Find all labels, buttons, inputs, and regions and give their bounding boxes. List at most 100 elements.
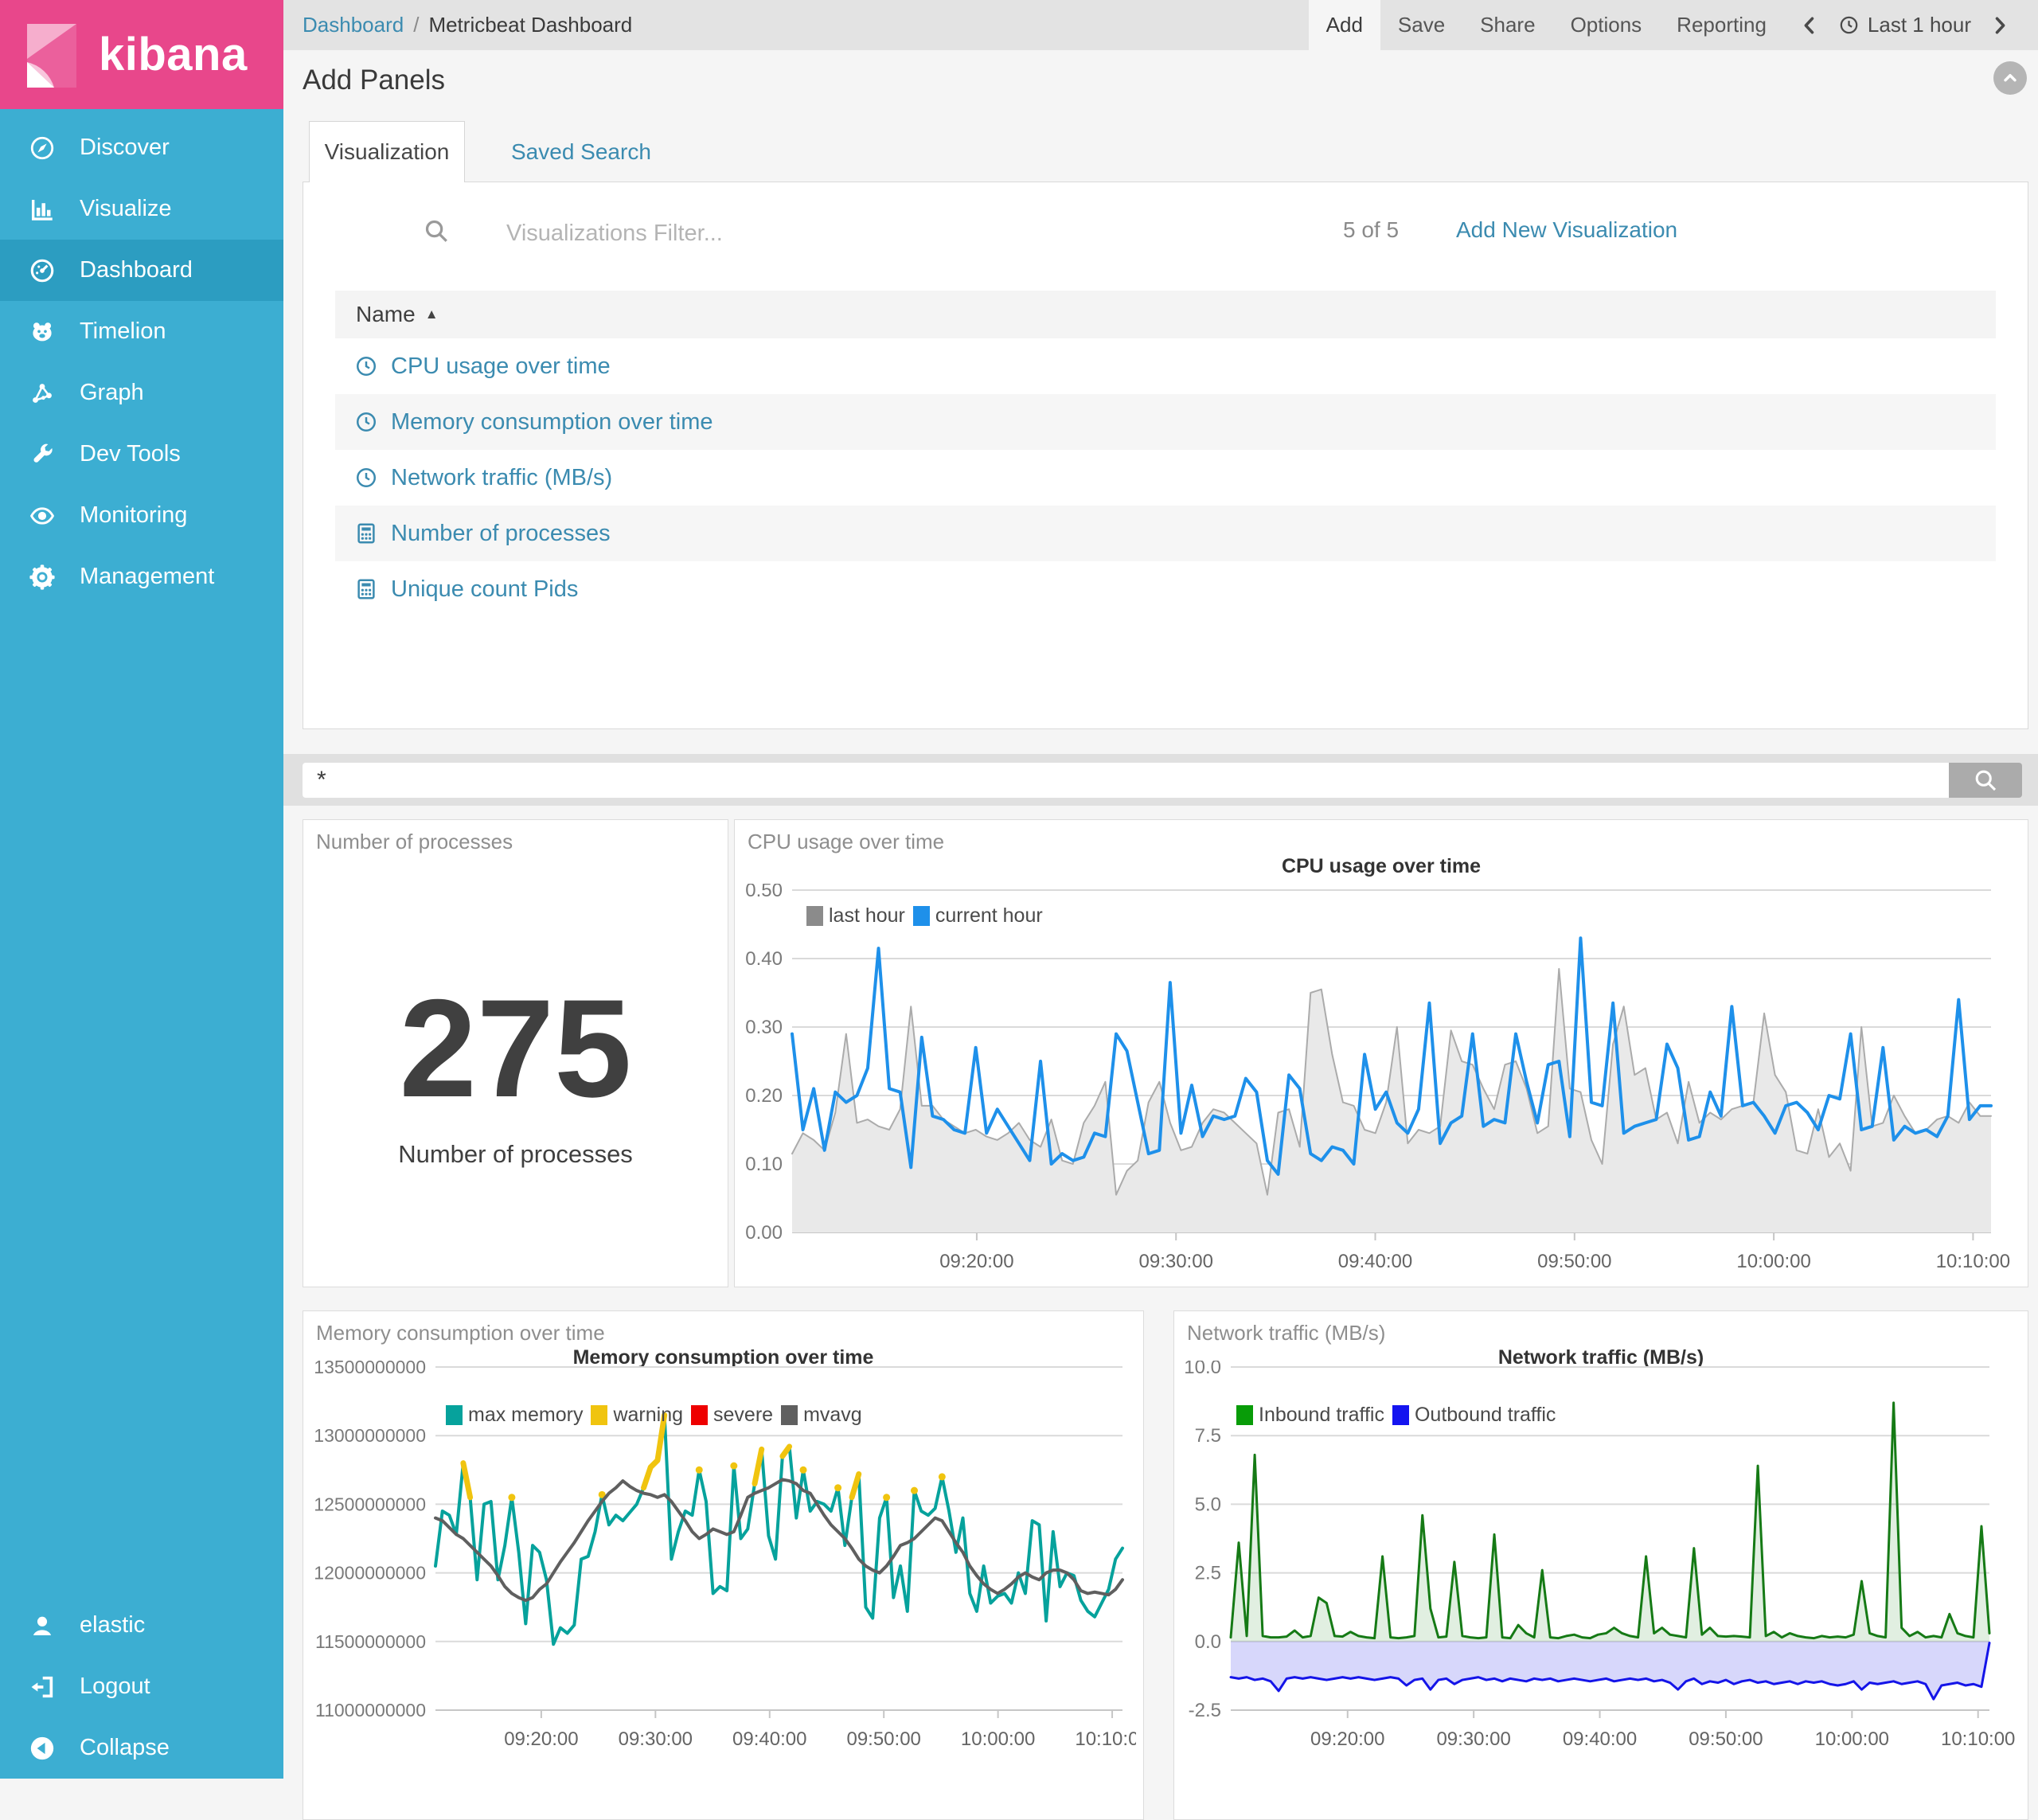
sidebar-item-label: Monitoring — [80, 502, 187, 529]
viz-list-item-label: Memory consumption over time — [391, 409, 713, 435]
svg-text:09:20:00: 09:20:00 — [939, 1251, 1013, 1272]
menu-add-button[interactable]: Add — [1309, 0, 1380, 50]
svg-text:0.40: 0.40 — [745, 948, 783, 970]
svg-text:2.5: 2.5 — [1195, 1563, 1221, 1584]
kibana-brand[interactable]: kibana — [0, 0, 283, 109]
menu-reporting-button[interactable]: Reporting — [1659, 0, 1784, 50]
clock-icon — [354, 410, 378, 434]
tab-visualization[interactable]: Visualization — [309, 121, 465, 182]
table-header-label: Name — [356, 302, 416, 327]
breadcrumb: Dashboard / Metricbeat Dashboard — [303, 13, 632, 37]
svg-text:09:30:00: 09:30:00 — [1139, 1251, 1213, 1272]
sidebar-item-label: Collapse — [80, 1735, 170, 1761]
panel-memory-consumption: Memory consumption over time Memory cons… — [303, 1310, 1144, 1820]
legend-item-max-memory[interactable]: max memory — [446, 1404, 583, 1427]
sidebar-footer-collapse[interactable]: Collapse — [0, 1717, 283, 1779]
legend-swatch — [691, 1405, 708, 1425]
tab-saved-search[interactable]: Saved Search — [492, 121, 670, 182]
legend-item-outbound-traffic[interactable]: Outbound traffic — [1392, 1404, 1556, 1427]
clock-icon — [1838, 14, 1860, 36]
add-new-visualization-link[interactable]: Add New Visualization — [1456, 217, 1677, 243]
svg-text:09:40:00: 09:40:00 — [1338, 1251, 1412, 1272]
panel-title: Memory consumption over time — [316, 1321, 605, 1345]
viz-list-item-label: Number of processes — [391, 521, 611, 547]
query-search-button[interactable] — [1949, 763, 2022, 798]
svg-text:10:10:00: 10:10:00 — [1936, 1251, 2010, 1272]
cpu-legend: last hour current hour — [806, 904, 1051, 928]
legend-item-warning[interactable]: warning — [591, 1404, 683, 1427]
legend-item-mvavg[interactable]: mvavg — [781, 1404, 862, 1427]
svg-text:10.0: 10.0 — [1184, 1361, 1221, 1378]
graph-icon — [29, 380, 56, 407]
sidebar-item-label: Management — [80, 564, 214, 590]
memory-legend: max memory warning severe mvavg — [446, 1404, 870, 1427]
svg-text:12000000000: 12000000000 — [314, 1563, 426, 1584]
time-forward-button[interactable] — [1974, 14, 2025, 37]
metric-value: 275 — [303, 979, 728, 1119]
menu-options-button[interactable]: Options — [1553, 0, 1660, 50]
wrench-icon — [29, 441, 56, 468]
legend-label: current hour — [935, 904, 1043, 928]
sidebar-item-label: elastic — [80, 1612, 145, 1638]
sidebar-footer-logout[interactable]: Logout — [0, 1656, 283, 1717]
gauge-icon — [29, 257, 56, 284]
viz-list-item-number-of-processes[interactable]: Number of processes — [335, 506, 1996, 561]
sidebar-item-visualize[interactable]: Visualize — [0, 178, 283, 240]
legend-swatch — [913, 906, 930, 926]
sidebar-item-management[interactable]: Management — [0, 546, 283, 607]
sidebar-item-monitoring[interactable]: Monitoring — [0, 485, 283, 546]
panel-title: CPU usage over time — [748, 830, 944, 854]
breadcrumb-separator: / — [413, 13, 419, 37]
sidebar-item-label: Dev Tools — [80, 441, 181, 467]
legend-item-inbound-traffic[interactable]: Inbound traffic — [1236, 1404, 1384, 1427]
sidebar-footer-elastic[interactable]: elastic — [0, 1595, 283, 1656]
menu-save-button[interactable]: Save — [1380, 0, 1462, 50]
svg-text:13500000000: 13500000000 — [314, 1361, 426, 1377]
collapse-icon — [29, 1735, 56, 1762]
svg-text:10:00:00: 10:00:00 — [1815, 1728, 1889, 1750]
viz-list-item-unique-count-pids[interactable]: Unique count Pids — [335, 561, 1996, 617]
chevron-right-icon — [1989, 14, 2011, 37]
result-count: 5 of 5 — [1343, 217, 1399, 243]
legend-item-current-hour[interactable]: current hour — [913, 904, 1043, 928]
time-range-label: Last 1 hour — [1868, 13, 1971, 37]
viz-list-item-memory-consumption-over-time[interactable]: Memory consumption over time — [335, 394, 1996, 450]
legend-label: last hour — [829, 904, 905, 928]
sidebar-item-dashboard[interactable]: Dashboard — [0, 240, 283, 301]
legend-label: warning — [613, 1404, 683, 1427]
viz-list-item-cpu-usage-over-time[interactable]: CPU usage over time — [335, 338, 1996, 394]
query-input[interactable] — [303, 763, 1949, 798]
svg-text:11500000000: 11500000000 — [315, 1631, 426, 1652]
sidebar-item-graph[interactable]: Graph — [0, 362, 283, 424]
clock-icon — [1838, 14, 1860, 36]
visualizations-filter-input[interactable] — [506, 211, 1207, 256]
breadcrumb-dashboard-link[interactable]: Dashboard — [303, 13, 404, 37]
user-icon — [29, 1612, 56, 1639]
sidebar-item-dev-tools[interactable]: Dev Tools — [0, 424, 283, 485]
table-header-name[interactable]: Name ▲ — [335, 291, 1996, 338]
time-back-button[interactable] — [1784, 14, 1835, 37]
viz-list-item-network-traffic-mb-s[interactable]: Network traffic (MB/s) — [335, 450, 1996, 506]
legend-label: Outbound traffic — [1415, 1404, 1556, 1427]
legend-item-severe[interactable]: severe — [691, 1404, 773, 1427]
main-content: Add Panels Visualization Saved Search 5 … — [283, 50, 2038, 1779]
collapse-add-panels-button[interactable] — [1993, 61, 2027, 95]
memory-chart-svg: 1350000000013000000000125000000001200000… — [310, 1361, 1136, 1806]
compass-icon — [29, 135, 56, 162]
svg-text:0.30: 0.30 — [745, 1017, 783, 1038]
legend-item-last-hour[interactable]: last hour — [806, 904, 905, 928]
sidebar-item-discover[interactable]: Discover — [0, 117, 283, 178]
menu-share-button[interactable]: Share — [1462, 0, 1552, 50]
time-picker-button[interactable]: Last 1 hour — [1835, 13, 1974, 37]
svg-text:12500000000: 12500000000 — [314, 1494, 426, 1514]
sidebar-item-timelion[interactable]: Timelion — [0, 301, 283, 362]
svg-text:09:30:00: 09:30:00 — [1436, 1728, 1510, 1750]
